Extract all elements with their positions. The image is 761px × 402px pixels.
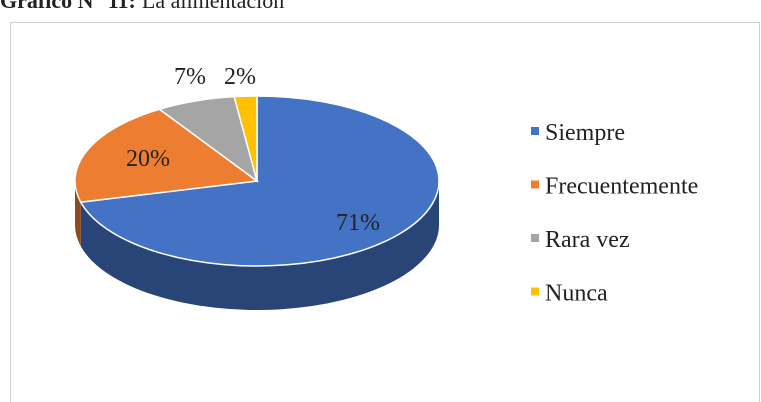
title-label: Gráfico N° 11: [0,0,136,13]
slice [74,108,259,203]
data-label: 2% [224,64,256,90]
legend-swatch [531,287,539,296]
legend-swatch [531,180,539,189]
slice-side [75,181,81,247]
legend-label: Siempre [545,120,625,146]
legend-swatch [531,127,539,135]
data-label: 20% [126,146,170,172]
legend-label: Frecuentemente [545,174,698,200]
chart-title: Gráfico N° 11: La alimentación [0,0,284,13]
title-text: La alimentación [142,0,284,13]
data-label: 71% [336,210,380,236]
legend-label: Rara vez [545,227,630,253]
slice [79,95,440,267]
slice-side [80,181,439,310]
slice [233,95,258,182]
legend-label: Nunca [545,281,608,307]
legend-swatch [531,234,539,242]
data-label: 7% [174,64,206,90]
